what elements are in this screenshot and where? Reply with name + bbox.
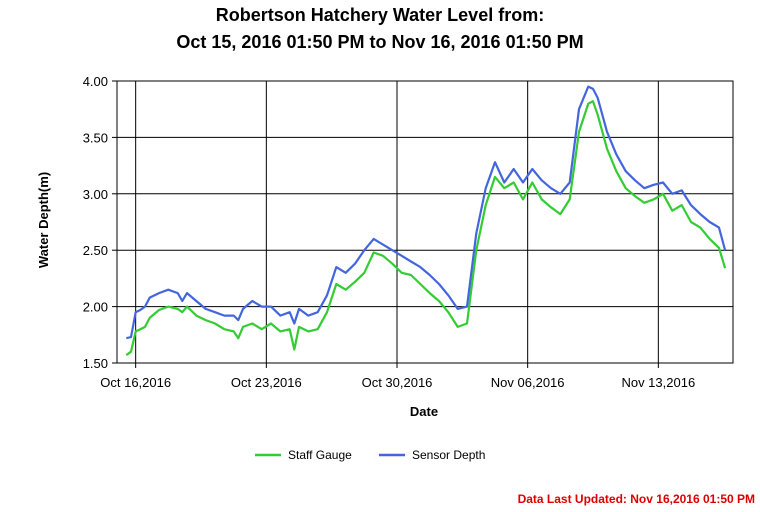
series-lines	[125, 85, 727, 356]
x-tick-label: Oct 16,2016	[100, 375, 171, 390]
legend: Staff Gauge Sensor Depth	[255, 448, 485, 462]
y-tick-label: 4.00	[83, 74, 108, 89]
series-line-staff-gauge	[125, 100, 727, 356]
x-axis-title: Date	[410, 404, 438, 419]
y-tick-label: 1.50	[83, 356, 108, 371]
x-axis-ticks: Oct 16,2016 Oct 23,2016 Oct 30,2016 Nov 06,…	[100, 363, 695, 390]
series-line-sensor-depth	[126, 85, 727, 340]
y-tick-label: 3.50	[83, 130, 108, 145]
y-tick-label: 2.00	[83, 300, 108, 315]
y-tick-label: 2.50	[83, 243, 108, 258]
y-axis-title: Water Depth(m)	[36, 172, 51, 268]
x-tick-label: Nov 06,2016	[491, 375, 565, 390]
plot-frame	[116, 80, 734, 364]
chart-title-line-2: Oct 15, 2016 01:50 PM to Nov 16, 2016 01…	[176, 32, 583, 52]
x-tick-label: Oct 23,2016	[231, 375, 302, 390]
y-axis-ticks: 1.50 2.00 2.50 3.00 3.50 4.00	[83, 74, 117, 371]
x-tick-label: Nov 13,2016	[621, 375, 695, 390]
chart-title-line-1: Robertson Hatchery Water Level from:	[216, 5, 544, 25]
legend-label-sensor-depth: Sensor Depth	[412, 448, 485, 462]
y-tick-label: 3.00	[83, 187, 108, 202]
last-updated-note: Data Last Updated: Nov 16,2016 01:50 PM	[518, 492, 755, 506]
legend-label-staff-gauge: Staff Gauge	[288, 448, 352, 462]
x-tick-label: Oct 30,2016	[362, 375, 433, 390]
